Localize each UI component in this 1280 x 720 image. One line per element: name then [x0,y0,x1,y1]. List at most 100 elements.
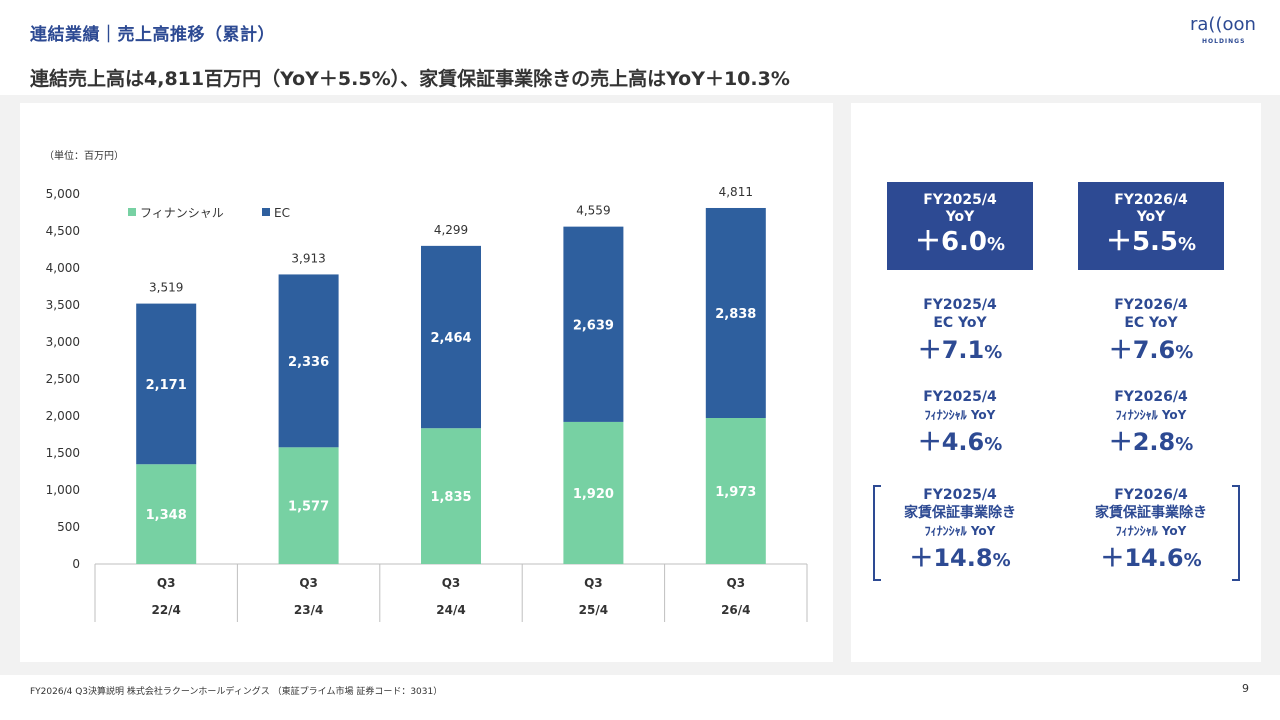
kpi-value: ＋4.6 [917,428,985,456]
kpi-label: 家賃保証事業除き [1095,505,1207,521]
x-tick-label-period: 23/4 [294,603,323,617]
kpi-label: ﾌｨﾅﾝｼｬﾙ YoY [924,524,996,538]
bar-ec [705,207,766,418]
legend-label: EC [274,206,290,220]
bar-financial [136,464,197,564]
kpi-label: EC YoY [933,315,987,331]
legend-swatch [128,208,136,216]
bracket-left [873,485,881,581]
kpi-label: FY2026/4 [1114,487,1188,503]
data-label-total: 4,811 [719,185,753,199]
data-label-financial: 1,973 [715,485,756,500]
footer-text: FY2026/4 Q3決算説明 株式会社ラクーンホールディングス （東証プライム… [30,687,443,697]
kpi-label: EC YoY [1124,315,1178,331]
kpi-fy2026-ex-rent: FY2026/4 家賃保証事業除き ﾌｨﾅﾝｼｬﾙ YoY ＋14.6% [1061,486,1241,579]
kpi-fy2025-yoy: FY2025/4 YoY ＋6.0% [887,182,1033,270]
data-label-financial: 1,835 [430,490,471,505]
kpi-fy2026-financial: FY2026/4 ﾌｨﾅﾝｼｬﾙ YoY ＋2.8% [1061,388,1241,463]
data-label-financial: 1,920 [573,487,614,502]
y-tick-label: 0 [72,557,80,571]
y-tick-label: 3,000 [46,335,80,349]
page-number: 9 [1242,682,1249,695]
kpi-fy2025-ec: FY2025/4 EC YoY ＋7.1% [870,296,1050,371]
bar-ec [136,303,197,465]
x-tick-label-quarter: Q3 [157,576,176,590]
legend-label: フィナンシャル [140,206,224,220]
kpi-label: FY2026/4 [1114,192,1188,208]
kpi-label: YoY [945,209,975,225]
kpi-label: FY2025/4 [923,192,997,208]
data-label-total: 4,299 [434,223,468,237]
y-tick-label: 1,000 [46,483,80,497]
y-tick-label: 2,000 [46,409,80,423]
kpi-value: ＋7.1 [917,336,985,364]
kpi-value: ＋14.8 [909,544,993,572]
kpi-fy2026-ec: FY2026/4 EC YoY ＋7.6% [1061,296,1241,371]
kpi-unit: % [984,434,1003,455]
kpi-label: FY2026/4 [1114,297,1188,313]
x-tick-label-quarter: Q3 [584,576,603,590]
kpi-unit: % [1175,342,1194,363]
kpi-value: ＋14.6 [1100,544,1184,572]
y-tick-label: 4,500 [46,224,80,238]
page-headline: 連結売上高は4,811百万円（YoY＋5.5%）、家賃保証事業除きの売上高はYo… [30,68,790,90]
kpi-label: FY2026/4 [1114,389,1188,405]
kpi-unit: % [992,550,1011,571]
bar-ec [563,226,624,422]
x-tick-label-period: 24/4 [436,603,465,617]
x-tick-label-period: 25/4 [579,603,608,617]
kpi-fy2025-ex-rent: FY2025/4 家賃保証事業除き ﾌｨﾅﾝｼｬﾙ YoY ＋14.8% [870,486,1050,579]
kpi-value: ＋6.0 [914,227,987,257]
x-tick-label-quarter: Q3 [299,576,318,590]
x-tick-label-quarter: Q3 [442,576,461,590]
data-label-total: 3,519 [149,281,183,295]
y-tick-label: 3,500 [46,298,80,312]
y-tick-label: 500 [57,520,80,534]
data-label-financial: 1,348 [146,508,187,523]
bar-financial [705,417,766,564]
section-title: 連結業績｜売上高推移（累計） [30,25,275,45]
kpi-label: ﾌｨﾅﾝｼｬﾙ YoY [1115,524,1187,538]
data-label-ec: 2,336 [288,355,329,370]
bar-financial [278,447,339,564]
bar-ec [421,245,481,429]
kpi-unit: % [1175,434,1194,455]
kpi-label: FY2025/4 [923,389,997,405]
kpi-fy2025-financial: FY2025/4 ﾌｨﾅﾝｼｬﾙ YoY ＋4.6% [870,388,1050,463]
data-label-ec: 2,639 [573,318,614,333]
data-label-total: 4,559 [576,204,610,218]
kpi-label: ﾌｨﾅﾝｼｬﾙ YoY [1115,408,1187,422]
data-label-ec: 2,838 [715,307,756,322]
bar-ec [278,274,339,448]
kpi-value: ＋5.5 [1105,227,1178,257]
data-label-ec: 2,464 [430,331,471,346]
bar-financial [563,421,624,564]
company-logo: ra((oon HOLDINGS [1190,14,1260,48]
y-tick-label: 5,000 [46,187,80,201]
kpi-unit: % [1183,550,1202,571]
kpi-label: YoY [1136,209,1166,225]
logo-subtext: HOLDINGS [1202,38,1246,45]
data-label-financial: 1,577 [288,500,329,515]
kpi-value: ＋2.8 [1108,428,1176,456]
legend-swatch [262,208,270,216]
y-tick-label: 2,500 [46,372,80,386]
x-tick-label-quarter: Q3 [727,576,746,590]
data-label-total: 3,913 [291,251,325,265]
kpi-unit: % [984,342,1003,363]
bracket-right [1232,485,1240,581]
kpi-value: ＋7.6 [1108,336,1176,364]
bar-financial [421,428,481,564]
x-tick-label-period: 26/4 [721,603,750,617]
kpi-fy2026-yoy: FY2026/4 YoY ＋5.5% [1078,182,1224,270]
kpi-label: 家賃保証事業除き [904,505,1016,521]
y-tick-label: 1,500 [46,446,80,460]
x-tick-label-period: 22/4 [151,603,180,617]
y-tick-label: 4,000 [46,261,80,275]
kpi-unit: % [987,234,1006,255]
logo-wordmark: ra((oon [1190,14,1256,35]
chart-unit-label: （単位：百万円） [44,151,124,162]
kpi-label: FY2025/4 [923,487,997,503]
data-label-ec: 2,171 [146,378,187,393]
kpi-unit: % [1178,234,1197,255]
